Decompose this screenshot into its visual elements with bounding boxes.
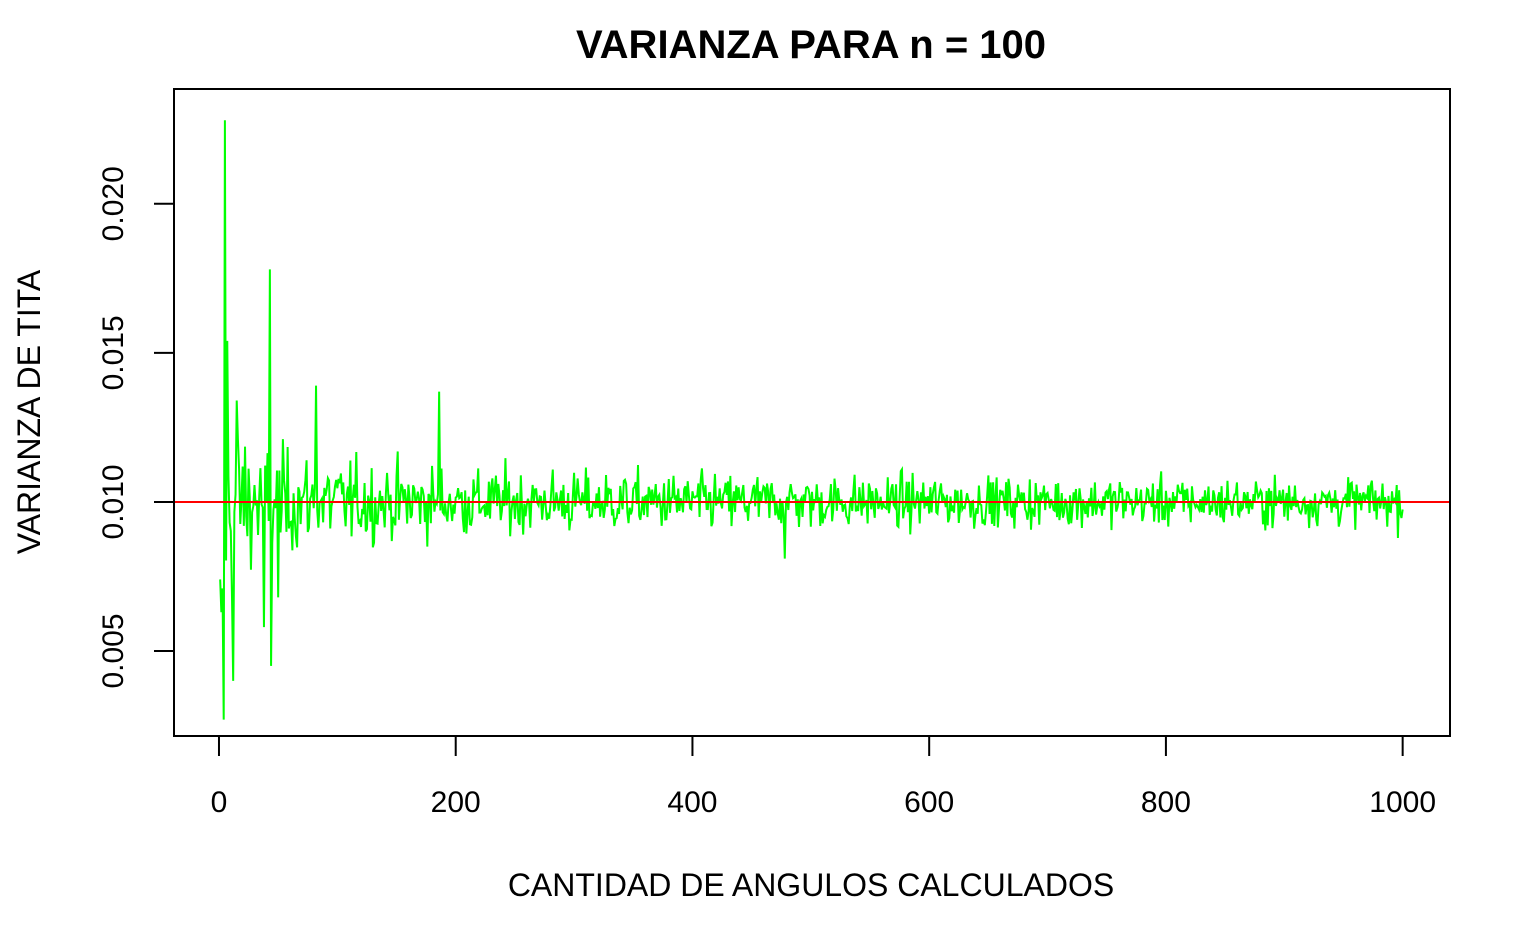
x-tick-label: 1000 [1369,786,1436,819]
x-tick-label: 600 [904,786,954,819]
series-line [219,120,1404,720]
plot-frame [173,88,1451,737]
y-tick-label: 0.005 [97,613,130,688]
y-tick-label: 0.015 [97,315,130,390]
y-axis-label: VARIANZA DE TITA [11,269,47,554]
plot-area [174,120,1450,720]
y-axis: 0.005 0.010 0.015 0.020 [97,166,175,689]
x-tick-label: 400 [667,786,717,819]
chart-title: VARIANZA PARA n = 100 [576,23,1046,67]
x-tick-label: 800 [1141,786,1191,819]
y-tick-label: 0.020 [97,166,130,241]
y-tick-label: 0.010 [97,464,130,539]
x-tick-label: 0 [211,786,228,819]
x-axis: 0 200 400 600 800 1000 [211,735,1436,819]
x-axis-label: CANTIDAD DE ANGULOS CALCULADOS [508,867,1114,903]
x-tick-label: 200 [431,786,481,819]
